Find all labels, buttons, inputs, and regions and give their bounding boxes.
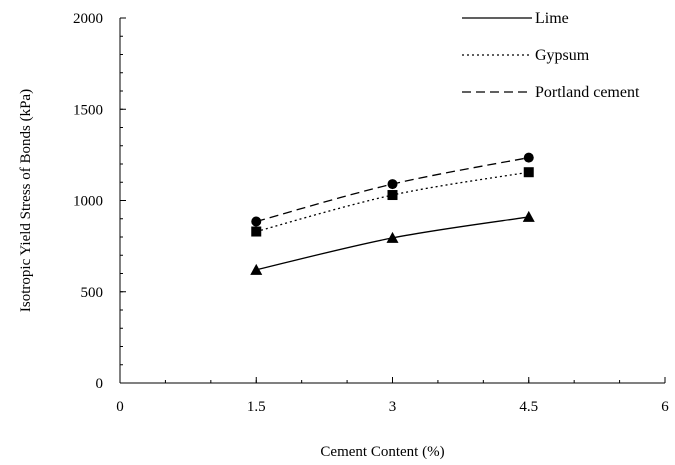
triangle-marker — [386, 231, 399, 243]
x-tick-label: 1.5 — [247, 399, 266, 415]
circle-marker — [523, 152, 534, 163]
series-portland-cement — [251, 152, 534, 227]
x-tick-labels: 0 1.5 3 4.5 6 — [116, 399, 669, 415]
series-line-portland-cement — [256, 156, 529, 223]
x-tick-label: 0 — [116, 399, 124, 415]
x-tick-label: 4.5 — [519, 399, 538, 415]
y-tick-label: 1000 — [73, 194, 103, 210]
legend-label-portland-cement: Portland cement — [535, 84, 640, 101]
circle-marker — [251, 216, 262, 227]
series-layer — [250, 152, 535, 275]
square-marker — [523, 167, 534, 178]
y-tick-label: 1500 — [73, 102, 103, 118]
minor-ticks — [119, 17, 666, 384]
legend: Lime Gypsum Portland cement — [462, 10, 640, 101]
series-gypsum — [251, 167, 534, 237]
circle-marker — [387, 179, 398, 190]
y-tick-label: 0 — [96, 376, 104, 392]
x-axis-label: Cement Content (%) — [320, 444, 444, 460]
y-tick-labels: 0 500 1000 1500 2000 — [73, 11, 103, 392]
triangle-marker — [522, 210, 535, 222]
series-lime — [250, 210, 535, 275]
triangle-marker — [250, 263, 263, 275]
legend-label-lime: Lime — [535, 10, 569, 27]
y-tick-label: 500 — [81, 285, 104, 301]
x-tick-label: 6 — [661, 399, 669, 415]
y-tick-label: 2000 — [73, 11, 103, 27]
legend-label-gypsum: Gypsum — [535, 47, 590, 64]
square-marker — [251, 226, 262, 237]
series-line-lime — [256, 216, 529, 271]
x-tick-label: 3 — [389, 399, 397, 415]
y-axis-label: Isotropic Yield Stress of Bonds (kPa) — [18, 89, 34, 312]
square-marker — [387, 190, 398, 201]
major-ticks — [119, 17, 666, 384]
